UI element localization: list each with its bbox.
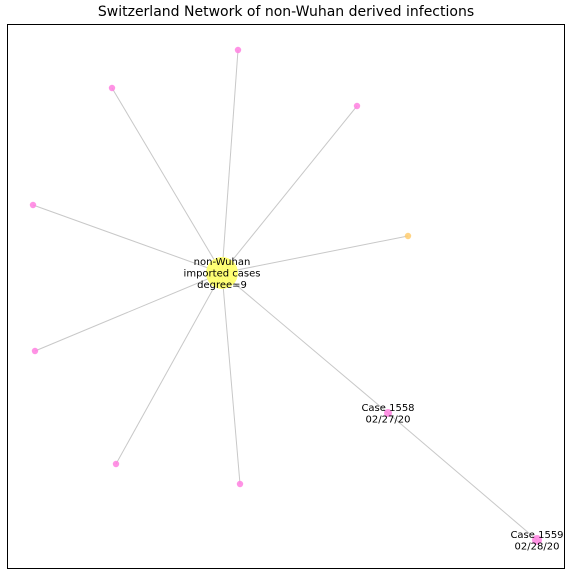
node-label-line: non-Wuhan bbox=[194, 257, 251, 268]
labels-layer: non-Wuhan imported cases degree=9 Case 1558… bbox=[184, 257, 564, 552]
node-label-line: Case 1558 bbox=[361, 403, 414, 414]
edges-layer bbox=[33, 50, 537, 540]
node-n2 bbox=[109, 85, 115, 91]
edge-hub-n6 bbox=[35, 273, 222, 351]
plot-frame bbox=[8, 25, 565, 569]
edge-c1558-c1559 bbox=[388, 413, 537, 540]
edge-hub-c1558 bbox=[222, 273, 388, 413]
node-n7 bbox=[113, 461, 119, 467]
node-label-c1559: Case 1559 02/28/20 bbox=[510, 530, 563, 553]
edge-hub-n7 bbox=[116, 273, 222, 464]
node-n3 bbox=[354, 103, 360, 109]
edge-hub-n3 bbox=[222, 106, 357, 273]
node-label-hub: non-Wuhan imported cases degree=9 bbox=[184, 257, 261, 291]
node-n5 bbox=[405, 233, 411, 239]
node-n1 bbox=[235, 47, 241, 53]
node-label-line: 02/27/20 bbox=[366, 414, 411, 425]
edge-hub-n8 bbox=[222, 273, 240, 484]
node-label-c1558: Case 1558 02/27/20 bbox=[361, 403, 414, 426]
edge-hub-n2 bbox=[112, 88, 222, 273]
node-label-line: 02/28/20 bbox=[515, 541, 560, 552]
node-label-line: imported cases bbox=[184, 269, 261, 280]
node-n8 bbox=[237, 481, 243, 487]
node-n4 bbox=[30, 202, 36, 208]
nodes-layer bbox=[30, 47, 542, 545]
node-label-line: Case 1559 bbox=[510, 530, 563, 541]
node-n6 bbox=[32, 348, 38, 354]
edge-hub-n1 bbox=[222, 50, 238, 273]
node-label-line: degree=9 bbox=[197, 280, 247, 291]
